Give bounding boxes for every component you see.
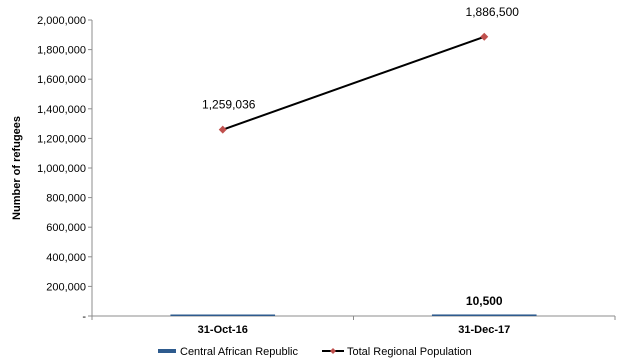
y-axis-label: Number of refugees [11,116,23,220]
line-data-label: 1,886,500 [466,5,520,19]
bar [431,314,537,316]
legend-swatch-marker [330,348,336,354]
y-tick-label: 800,000 [46,193,86,205]
legend-swatch-bar [158,349,176,353]
y-axis: - 200,000 400,000 600,000 800,000 1,000,000 1,… [37,15,93,323]
legend-label: Central African Republic [180,346,299,358]
series-line [222,35,485,131]
line-series [218,32,489,134]
y-tick-label: 1,200,000 [37,133,86,145]
y-tick-label: 1,000,000 [37,163,86,175]
y-tick-label: 1,800,000 [37,45,86,57]
line-point [480,32,489,41]
legend-label: Total Regional Population [347,346,472,358]
y-tick-label: 600,000 [46,222,86,234]
line-point [218,125,227,134]
y-tick-label: 1,400,000 [37,104,86,116]
x-axis: 31-Oct-16 31-Dec-17 [91,315,616,336]
data-labels: 1,259,036 1,886,500 10,500 [202,5,519,308]
bar-data-label: 10,500 [466,294,503,308]
y-tick-label: 1,600,000 [37,74,86,86]
y-tick-label: - [82,311,86,323]
y-tick-label: 2,000,000 [37,15,86,27]
y-tick-label: 400,000 [46,252,86,264]
legend: Central African Republic Total Regional P… [158,346,472,358]
line-data-label: 1,259,036 [202,98,256,112]
x-tick-label: 31-Dec-17 [458,324,510,336]
x-tick-label: 31-Oct-16 [198,324,248,336]
y-tick-label: 200,000 [46,281,86,293]
bar [170,314,276,316]
bar-series [170,314,537,316]
